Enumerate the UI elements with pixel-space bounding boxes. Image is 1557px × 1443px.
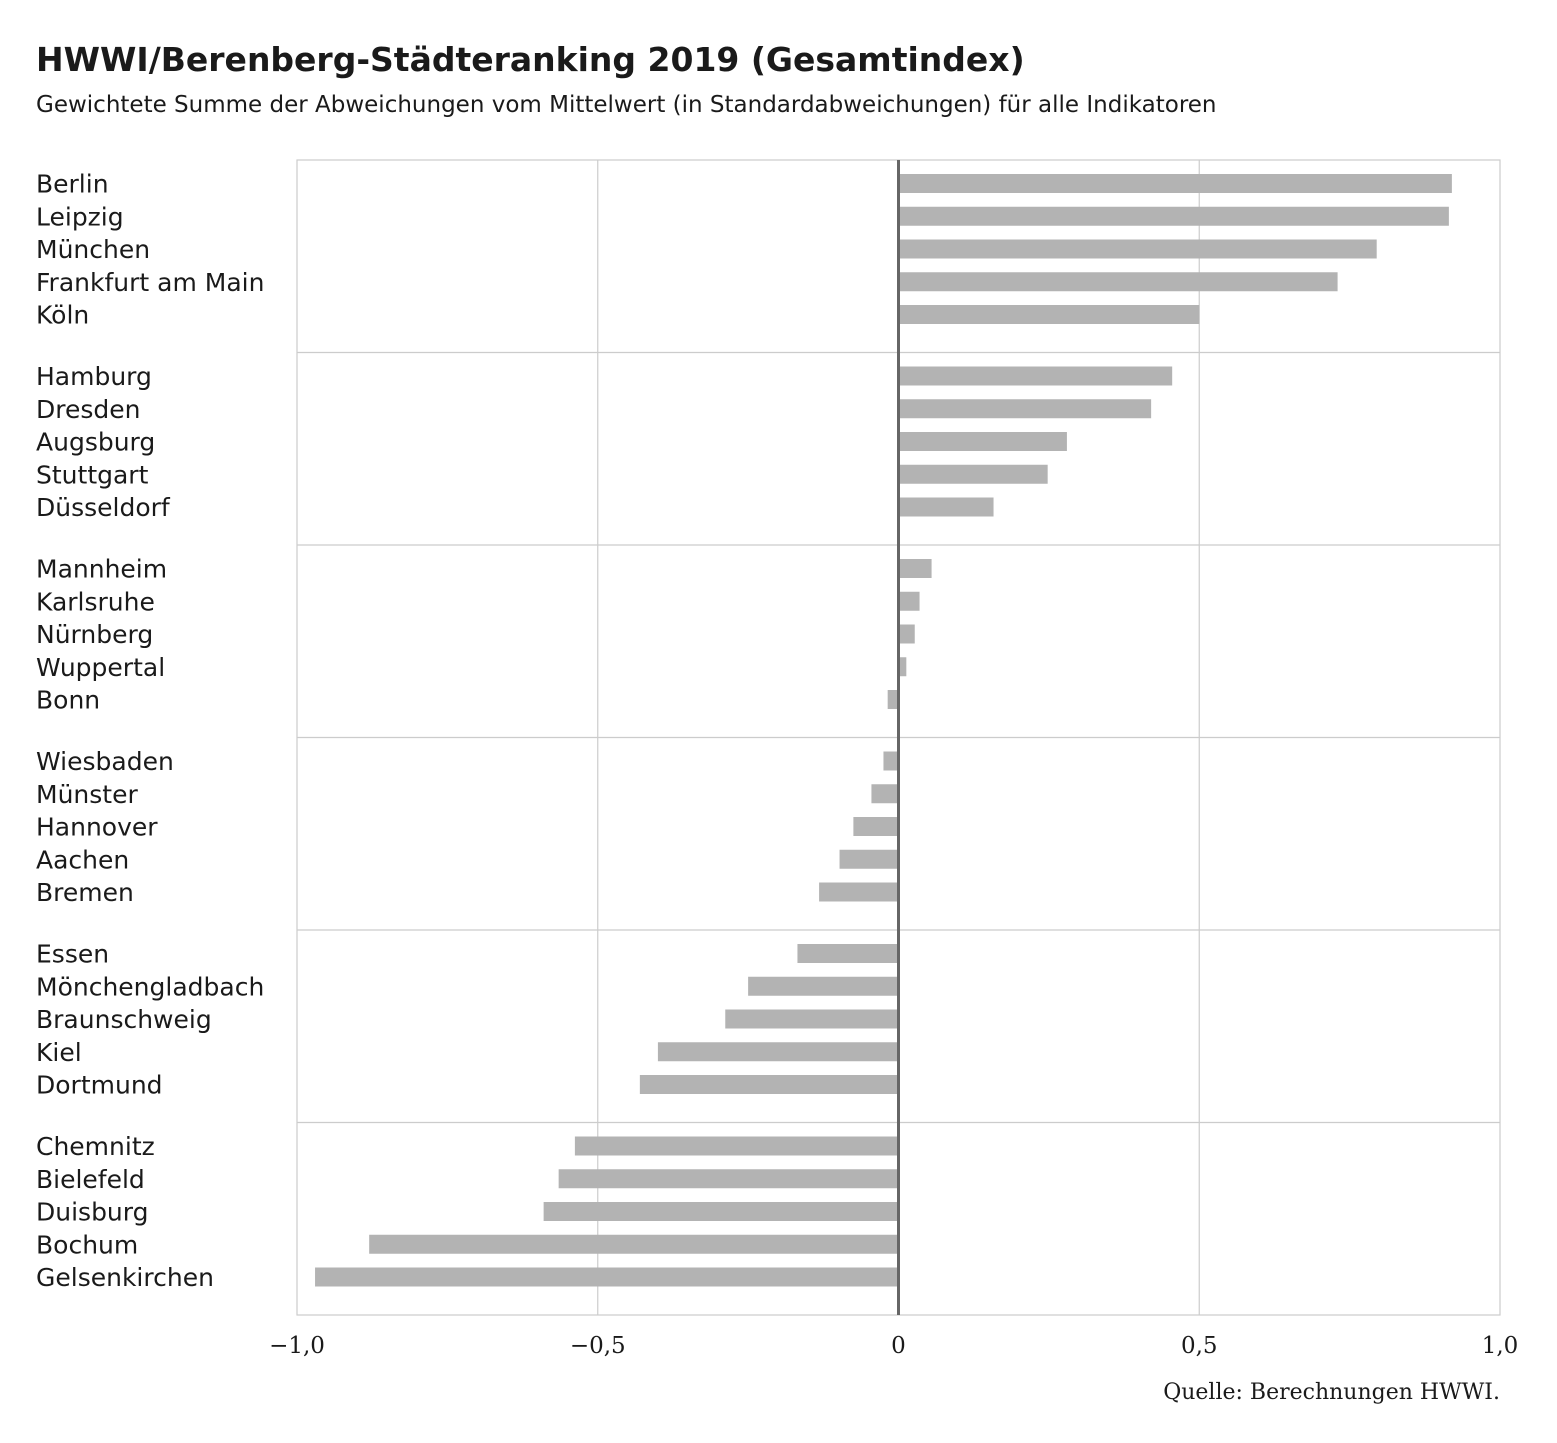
category-label: Wuppertal	[36, 653, 165, 682]
bar	[558, 1169, 899, 1189]
bar	[898, 497, 994, 517]
bar	[887, 690, 899, 709]
bar	[797, 944, 899, 963]
category-label: Mannheim	[36, 555, 167, 584]
chart-subtitle: Gewichtete Summe der Abweichungen vom Mi…	[36, 92, 1217, 118]
bar	[898, 206, 1449, 226]
category-label: Stuttgart	[36, 460, 149, 489]
bar	[898, 657, 907, 677]
bar	[898, 464, 1048, 484]
x-tick-label: 0	[891, 1333, 906, 1359]
category-label: Chemnitz	[36, 1132, 155, 1161]
source-note: Quelle: Berechnungen HWWI.	[1163, 1380, 1500, 1405]
category-label: Karlsruhe	[36, 587, 155, 616]
bar	[898, 591, 920, 611]
x-tick-label: 0,5	[1181, 1333, 1218, 1359]
bar	[898, 432, 1067, 451]
x-tick-label: −0,5	[570, 1333, 626, 1359]
category-label: Bremen	[36, 878, 134, 907]
bars-layer	[315, 160, 1452, 1315]
category-label: Bochum	[36, 1230, 138, 1259]
bar	[839, 849, 899, 869]
category-label: Leipzig	[36, 202, 124, 231]
x-axis-tick-labels: −1,0 −0,5 0 0,5 1,0	[269, 1333, 1518, 1359]
bar	[898, 559, 932, 578]
category-label: Hamburg	[36, 362, 152, 391]
bar	[369, 1234, 899, 1254]
category-label: Wiesbaden	[36, 747, 174, 776]
category-label: Bielefeld	[36, 1165, 145, 1194]
category-label: Braunschweig	[36, 1005, 212, 1034]
category-label: Köln	[36, 301, 89, 330]
category-label: Berlin	[36, 170, 109, 199]
bar	[898, 305, 1200, 324]
category-labels: Berlin Leipzig München Frankfurt am Main Köl…	[36, 170, 264, 1293]
category-label: Essen	[36, 940, 109, 969]
category-label: Mönchengladbach	[36, 972, 264, 1001]
category-label: Gelsenkirchen	[36, 1263, 214, 1292]
bar	[898, 624, 915, 644]
category-label: Augsburg	[36, 428, 155, 457]
category-label: Nürnberg	[36, 620, 153, 649]
bar	[315, 1267, 899, 1287]
bar	[898, 272, 1338, 292]
bar	[819, 882, 899, 902]
category-label: Frankfurt am Main	[36, 268, 264, 297]
category-label: Dortmund	[36, 1071, 163, 1100]
x-tick-label: −1,0	[269, 1333, 325, 1359]
category-label: Düsseldorf	[36, 493, 171, 522]
bar	[871, 784, 899, 804]
bar	[898, 174, 1452, 193]
category-label: Aachen	[36, 845, 129, 874]
category-label: Münster	[36, 780, 138, 809]
bar	[639, 1075, 899, 1094]
category-label: Bonn	[36, 686, 100, 715]
bar	[725, 1009, 899, 1029]
chart-title: HWWI/Berenberg-Städteranking 2019 (Gesam…	[36, 40, 1025, 79]
bar	[898, 399, 1152, 419]
bar	[543, 1202, 899, 1221]
bar	[898, 366, 1173, 386]
category-label: Duisburg	[36, 1198, 149, 1227]
category-label: Hannover	[36, 813, 158, 842]
x-tick-label: 1,0	[1482, 1333, 1519, 1359]
bar	[853, 817, 899, 836]
category-label: Kiel	[36, 1038, 82, 1067]
category-label: Dresden	[36, 395, 140, 424]
category-label: München	[36, 235, 150, 264]
bar	[657, 1042, 899, 1062]
bar	[574, 1136, 899, 1156]
bar	[748, 976, 899, 996]
bar	[883, 751, 899, 771]
bar	[898, 239, 1377, 259]
